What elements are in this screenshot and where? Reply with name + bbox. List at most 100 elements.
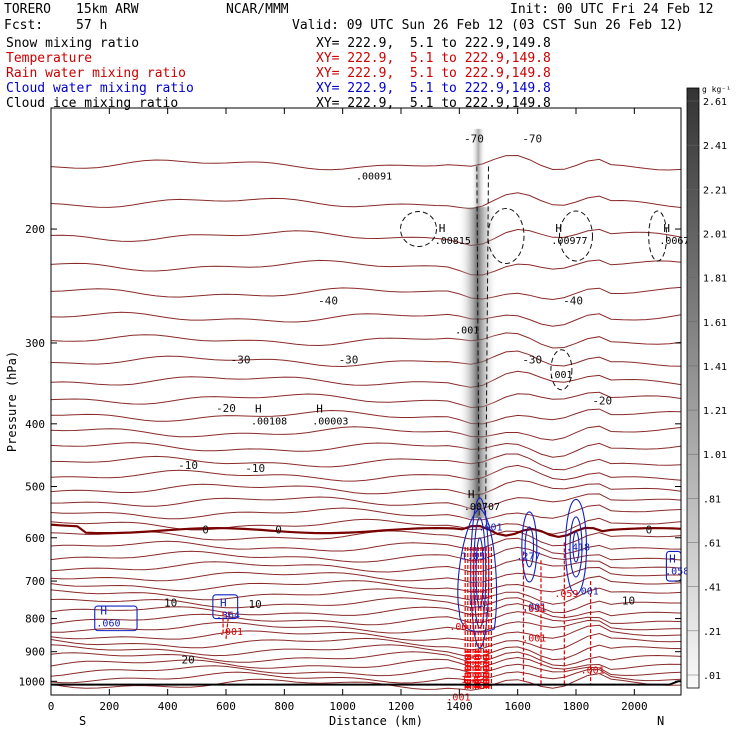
- isotherm-line: [50, 391, 682, 409]
- resolution-label: 15km ARW: [76, 2, 139, 17]
- temperature-label: 0: [275, 524, 282, 537]
- maximum-value: .418: [566, 542, 590, 553]
- maximum-marker: H: [555, 222, 562, 235]
- isotherm-line: [50, 453, 682, 471]
- isotherm-line: [50, 350, 682, 368]
- temperature-label: 10: [249, 598, 262, 611]
- north-label: N: [657, 714, 664, 728]
- isotherm-line: [50, 311, 682, 327]
- colorbar-tick-label: 2.01: [703, 229, 727, 240]
- x-tick-label: 600: [216, 700, 236, 713]
- field-label-cloud-water: Cloud water mixing ratio: [6, 81, 194, 96]
- isotherm-line: [50, 192, 682, 210]
- fcst-label: Fcst:: [4, 18, 44, 33]
- cloud-water-contour: [94, 605, 138, 632]
- ground-line: [51, 680, 681, 686]
- colorbar-tick-label: .81: [703, 494, 721, 505]
- init-time: Init: 00 UTC Fri 24 Feb 12: [510, 2, 714, 17]
- x-tick-label: 1800: [563, 700, 590, 713]
- maximum-value: .00977: [551, 236, 587, 247]
- temperature-label: -30: [339, 353, 359, 366]
- maximum-value: .058: [665, 567, 689, 578]
- snow-plume-top: [471, 128, 486, 208]
- colorbar-tick-label: 2.41: [703, 141, 727, 152]
- isotherm-line: [50, 537, 682, 555]
- isotherm-line: [50, 597, 681, 614]
- maximum-value: .001: [581, 665, 605, 676]
- isotherm-line: [50, 493, 682, 510]
- y-tick-label: 900: [25, 646, 45, 659]
- maximum-value: .001: [575, 587, 599, 598]
- x-tick-label: 1600: [504, 700, 531, 713]
- maximum-value: .001: [455, 326, 479, 337]
- y-tick-label: 200: [25, 223, 45, 236]
- isotherm-line: [50, 464, 682, 482]
- colorbar-tick-label: 1.61: [703, 318, 727, 329]
- maximum-value: 1.05: [461, 551, 485, 562]
- maximum-marker: H: [669, 553, 676, 566]
- snow-contour: [559, 210, 593, 262]
- y-tick-label: 300: [25, 337, 45, 350]
- snow-plume-shading: [457, 207, 498, 519]
- isotherm-line: [50, 517, 682, 535]
- field-xy-temperature: XY= 222.9, 5.1 to 222.9,149.8: [316, 51, 551, 66]
- y-tick-label: 600: [25, 532, 45, 545]
- y-tick-label: 700: [25, 575, 45, 588]
- rain-contour: [225, 611, 230, 639]
- colorbar-tick-label: 2.21: [703, 185, 727, 196]
- temperature-label: -10: [245, 462, 265, 475]
- maximum-value: .00108: [251, 417, 287, 428]
- isotherm-line: [50, 259, 682, 276]
- isotherm-line: [50, 651, 682, 667]
- isotherm-line: [50, 408, 682, 425]
- isotherm-line: [50, 632, 682, 651]
- temperature-label: -30: [522, 353, 542, 366]
- isotherm-line: [50, 425, 682, 441]
- maximum-marker: H: [663, 222, 670, 235]
- valid-time: Valid: 09 UTC Sun 26 Feb 12 (03 CST Sun …: [292, 18, 684, 33]
- maximum-value: .059: [554, 589, 578, 600]
- temperature-label: -70: [464, 133, 484, 146]
- colorbar-tick-label: .21: [703, 627, 721, 638]
- snow-plume-edge: [476, 166, 489, 519]
- isotherm-line: [50, 575, 682, 593]
- colorbar-tick-label: .61: [703, 539, 721, 550]
- x-tick-label: 2000: [621, 700, 648, 713]
- cloud-water-contour: [212, 594, 239, 620]
- isotherm-line: [50, 603, 682, 619]
- colorbar-tick-label: .41: [703, 583, 721, 594]
- x-tick-label: 800: [274, 700, 294, 713]
- maximum-value: .364: [216, 610, 240, 621]
- maximum-marker: H: [439, 222, 446, 235]
- cloud-water-contour: [569, 516, 583, 578]
- isotherm-line: [50, 370, 682, 388]
- colorbar-tick-label: 1.21: [703, 406, 727, 417]
- temperature-label: -40: [563, 295, 583, 308]
- temperature-label: -20: [592, 394, 612, 407]
- y-tick-label: 400: [25, 418, 45, 431]
- colorbar-tick-label: 2.61: [703, 97, 727, 108]
- isotherm-line: [50, 587, 682, 605]
- y-axis-label: Pressure (hPa): [5, 351, 19, 452]
- x-tick-label: 1000: [329, 700, 356, 713]
- x-tick-label: 0: [48, 700, 55, 713]
- cloud-water-contour: [564, 498, 588, 596]
- maximum-value: .031: [522, 604, 546, 615]
- isotherm-line: [50, 442, 682, 458]
- freezing-level-line: [50, 523, 682, 539]
- maximum-value: .00707: [464, 502, 500, 513]
- field-label-cloud-ice: Cloud ice mixing ratio: [6, 96, 179, 111]
- temperature-label: -70: [522, 133, 542, 146]
- maximum-marker: H: [220, 596, 227, 609]
- isotherm-line: [50, 619, 682, 634]
- cloud-water-contour: [524, 526, 535, 568]
- maximum-value: .001: [479, 522, 503, 533]
- x-axis-label: Distance (km): [329, 714, 423, 728]
- maximum-value: .001: [522, 602, 546, 613]
- field-xy-snow: XY= 222.9, 5.1 to 222.9,149.8: [316, 36, 551, 51]
- field-label-rain: Rain water mixing ratio: [6, 66, 187, 81]
- isotherm-line: [50, 546, 682, 563]
- model-name: TORERO: [4, 2, 51, 17]
